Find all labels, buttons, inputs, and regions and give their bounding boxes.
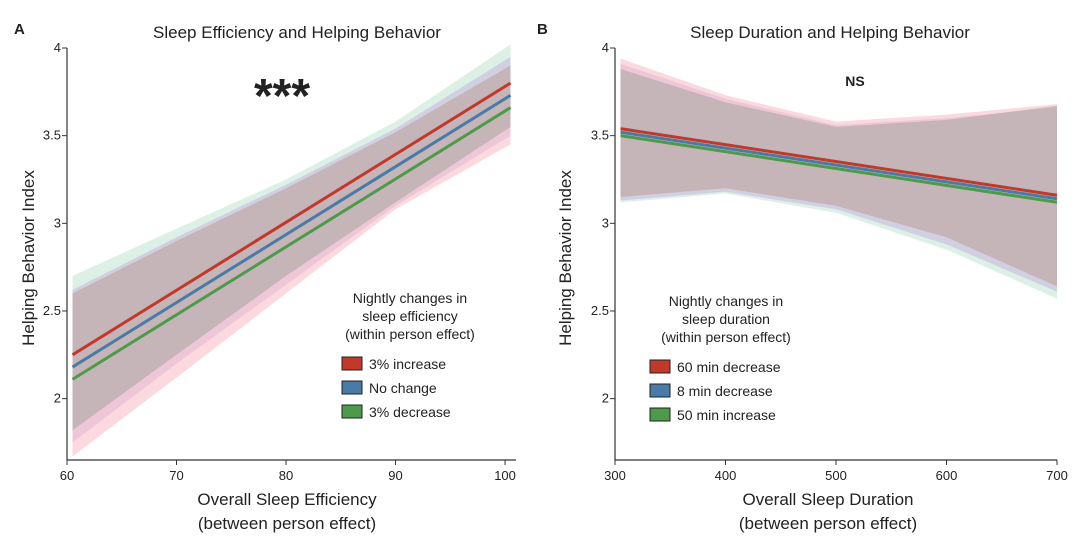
panel-letter-a: A	[14, 21, 25, 38]
panel-a-legend: Nightly changes in sleep efficiency (withi…	[341, 290, 475, 420]
panel-a-x-tick-label: 100	[494, 468, 516, 483]
panel-b-legend-label-1: 8 min decrease	[677, 383, 773, 399]
panel-b-legend-swatch-1	[649, 383, 671, 398]
panel-a-band-overlap	[72, 65, 511, 431]
panel-b-y-tick-label: 4	[602, 40, 609, 55]
panel-a-legend-title: sleep efficiency	[362, 308, 457, 324]
panel-b-y-tick-label: 2.5	[591, 303, 609, 318]
panel-b-legend-title: sleep duration	[682, 311, 770, 327]
panel-b-legend-label-2: 50 min increase	[677, 407, 776, 423]
panel-a-legend-swatch-0	[341, 356, 363, 371]
panel-b: B Sleep Duration and Helping Behavior 30…	[537, 21, 1068, 533]
panel-a-title: Sleep Efficiency and Helping Behavior	[153, 23, 441, 42]
panel-b-legend: Nightly changes in sleep duration (within …	[649, 293, 791, 423]
panel-a-lines	[71, 81, 512, 381]
panel-b-x-axis-sublabel: (between person effect)	[739, 514, 917, 533]
panel-a-line-1	[71, 94, 512, 369]
panel-a-y-axis-label: Helping Behavior Index	[19, 170, 38, 346]
panel-b-band-overlap	[620, 69, 1057, 287]
panel-a-y-tick-label: 4	[54, 40, 61, 55]
panel-b-legend-swatch-0	[649, 359, 671, 374]
panel-a: A Sleep Efficiency and Helping Behavior …	[14, 21, 516, 533]
panel-b-x-tick-label: 500	[825, 468, 847, 483]
panel-a-legend-swatch-1	[341, 380, 363, 395]
panel-a-x-tick-label: 70	[169, 468, 183, 483]
panel-a-y-tick-label: 3.5	[43, 128, 61, 143]
panel-a-y-tick-label: 2.5	[43, 303, 61, 318]
panel-b-x-tick-label: 400	[715, 468, 737, 483]
panel-a-legend-label-2: 3% decrease	[369, 404, 451, 420]
panel-b-x-tick-label: 700	[1046, 468, 1068, 483]
panel-b-legend-swatch-2	[649, 407, 671, 422]
panel-a-y-tick-label: 3	[54, 215, 61, 230]
panel-letter-b: B	[537, 21, 548, 38]
panel-a-legend-swatch-2	[341, 404, 363, 419]
panel-b-y-tick-label: 3	[602, 215, 609, 230]
panel-a-x-axis-sublabel: (between person effect)	[198, 514, 376, 533]
panel-b-title: Sleep Duration and Helping Behavior	[690, 23, 970, 42]
panel-b-legend-title: (within person effect)	[661, 329, 791, 345]
panel-a-x-tick-label: 90	[388, 468, 402, 483]
panel-b-x-axis-label: Overall Sleep Duration	[742, 490, 913, 509]
panel-a-legend-label-1: No change	[369, 380, 437, 396]
panel-b-y-axis-label: Helping Behavior Index	[556, 170, 575, 346]
panel-a-legend-label-0: 3% increase	[369, 356, 446, 372]
panel-a-legend-title: (within person effect)	[345, 326, 475, 342]
panel-a-line-0	[71, 81, 512, 357]
panel-b-x-tick-label: 600	[936, 468, 958, 483]
panel-b-axes: 300 400 500 600 700 2 2.5 3 3.5 4	[591, 40, 1068, 483]
panel-b-x-tick-label: 300	[604, 468, 626, 483]
panel-b-line-0	[620, 127, 1058, 197]
panel-a-line-2	[71, 106, 512, 381]
panel-b-lines	[620, 127, 1058, 204]
panel-b-line-1	[620, 130, 1058, 201]
panel-a-axes: 60 70 80 90 100 2 2.5 3 3.5 4	[43, 40, 516, 483]
panel-a-legend-title: Nightly changes in	[353, 290, 467, 306]
panel-b-legend-label-0: 60 min decrease	[677, 359, 781, 375]
panel-a-significance: ***	[254, 70, 310, 123]
panel-b-legend-title: Nightly changes in	[669, 293, 783, 309]
panel-a-y-tick-label: 2	[54, 391, 61, 406]
panel-a-x-tick-label: 80	[279, 468, 293, 483]
panel-b-line-2	[620, 134, 1058, 204]
panel-b-significance: NS	[845, 73, 864, 89]
panel-a-x-axis-label: Overall Sleep Efficiency	[197, 490, 377, 509]
panel-b-y-tick-label: 3.5	[591, 128, 609, 143]
panel-b-y-tick-label: 2	[602, 391, 609, 406]
panel-a-x-tick-label: 60	[60, 468, 74, 483]
panel-b-bands	[620, 58, 1057, 299]
